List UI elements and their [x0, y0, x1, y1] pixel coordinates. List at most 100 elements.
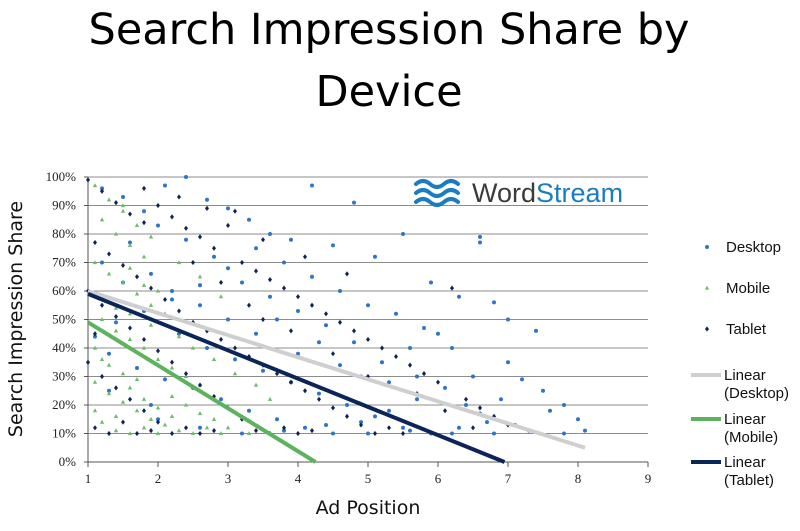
y-tick-label-6: 60%: [52, 283, 76, 298]
tablet-point-2: [114, 200, 118, 206]
desktop-point-24: [541, 388, 545, 393]
logo-text: WordStream: [472, 178, 623, 208]
desktop-point-69: [128, 240, 132, 245]
desktop-point-100: [408, 428, 412, 433]
desktop-point-41: [170, 297, 174, 302]
tablet-point-75: [156, 419, 160, 425]
desktop-point-106: [317, 340, 321, 345]
desktop-point-35: [338, 289, 342, 293]
mobile-point-32: [113, 428, 119, 433]
y-tick-labels: 0% 10% 20% 30% 40% 50% 60% 70% 80% 90% 100%: [46, 169, 88, 469]
y-tick-label-0: 0%: [59, 454, 77, 469]
x-tick-label-3: 4: [295, 471, 302, 486]
trendline-linear-desktop: [87, 289, 586, 450]
desktop-point-50: [247, 408, 251, 413]
legend-label-1: Mobile: [726, 280, 770, 297]
desktop-point-9: [289, 237, 293, 242]
trendline-linear-mobile: [86, 320, 317, 464]
mobile-point-48: [148, 322, 154, 327]
mobile-point-34: [141, 425, 147, 430]
desktop-point-26: [576, 417, 580, 422]
desktop-point-107: [275, 317, 279, 322]
legend-marker-0: [705, 245, 709, 249]
mobile-point-30: [218, 431, 224, 436]
desktop-point-59: [485, 420, 489, 425]
desktop-point-95: [198, 425, 202, 430]
mobile-point-7: [92, 260, 98, 265]
tablet-point-34: [135, 274, 139, 280]
tablet-point-59: [170, 359, 174, 365]
legend: DesktopMobileTabletLinear(Desktop)Linear…: [691, 239, 789, 489]
x-tick-label-6: 7: [505, 471, 512, 486]
legend-label-0: Desktop: [726, 239, 781, 256]
mobile-point-3: [99, 217, 105, 222]
mobile-point-36: [106, 362, 112, 367]
legend-marker-2: [705, 326, 709, 332]
tablet-point-91: [443, 408, 447, 414]
mobile-point-23: [120, 399, 126, 404]
tablet-point-77: [184, 425, 188, 431]
tablet-point-92: [471, 425, 475, 431]
mobile-point-31: [99, 419, 105, 424]
mobile-point-8: [106, 271, 112, 276]
legend-item-1: Mobile: [704, 280, 770, 297]
desktop-point-11: [331, 243, 335, 248]
tablet-point-10: [226, 222, 230, 229]
tablet-point-11: [240, 259, 244, 266]
mobile-point-42: [211, 416, 217, 421]
mobile-point-28: [190, 431, 196, 436]
mobile-point-24: [134, 408, 140, 413]
desktop-point-13: [373, 254, 377, 259]
mobile-point-62: [99, 357, 105, 361]
tablet-point-21: [380, 345, 384, 351]
tablet-point-1: [100, 188, 104, 194]
mobile-point-63: [92, 408, 98, 413]
mobile-point-13: [99, 317, 105, 322]
desktop-point-38: [254, 246, 258, 251]
tablet-point-57: [142, 336, 146, 343]
mobile-point-57: [148, 234, 154, 239]
desktop-point-83: [457, 425, 461, 430]
legend-item-4: Linear(Mobile): [691, 411, 778, 446]
desktop-point-16: [457, 294, 461, 299]
desktop-point-23: [520, 377, 524, 382]
x-tick-label-7: 8: [575, 471, 582, 486]
mobile-point-50: [190, 345, 196, 350]
tablet-point-54: [100, 302, 104, 308]
tablet-point-96: [177, 194, 181, 200]
mobile-point-16: [141, 345, 147, 350]
tablet-point-80: [93, 425, 97, 431]
y-tick-label-10: 100%: [46, 169, 77, 184]
mobile-point-4: [113, 231, 119, 236]
desktop-point-108: [387, 380, 391, 385]
y-axis-label: Search Impression Share: [5, 201, 27, 437]
mobile-point-64: [113, 414, 119, 418]
tablet-point-33: [121, 262, 125, 268]
tablet-point-22: [394, 353, 398, 360]
mobile-point-70: [141, 282, 147, 287]
trend-lines: [86, 289, 586, 464]
wordstream-logo: WordStream: [414, 178, 623, 208]
mobile-point-43: [225, 425, 231, 430]
desktop-point-39: [226, 266, 230, 271]
mobile-point-0: [92, 183, 98, 188]
legend-label-2: Tablet: [726, 321, 767, 338]
tablet-point-37: [177, 308, 181, 314]
mobile-point-59: [197, 274, 203, 279]
tablet-point-74: [142, 408, 146, 414]
y-tick-label-9: 90%: [52, 198, 76, 213]
mobile-point-54: [267, 396, 273, 401]
desktop-point-15: [429, 280, 433, 285]
mobile-point-66: [141, 396, 147, 401]
tablet-point-93: [191, 259, 195, 266]
tablet-point-76: [170, 430, 174, 437]
mobile-point-46: [113, 305, 119, 310]
desktop-point-54: [359, 420, 363, 425]
chart-title-line-2: Device: [315, 67, 462, 117]
desktop-point-84: [436, 331, 440, 336]
tablet-point-100: [303, 254, 307, 260]
series-desktop: [93, 175, 587, 436]
logo-text-stream: Stream: [536, 178, 623, 208]
tablet-point-82: [121, 419, 125, 425]
tablet-point-60: [184, 371, 188, 377]
